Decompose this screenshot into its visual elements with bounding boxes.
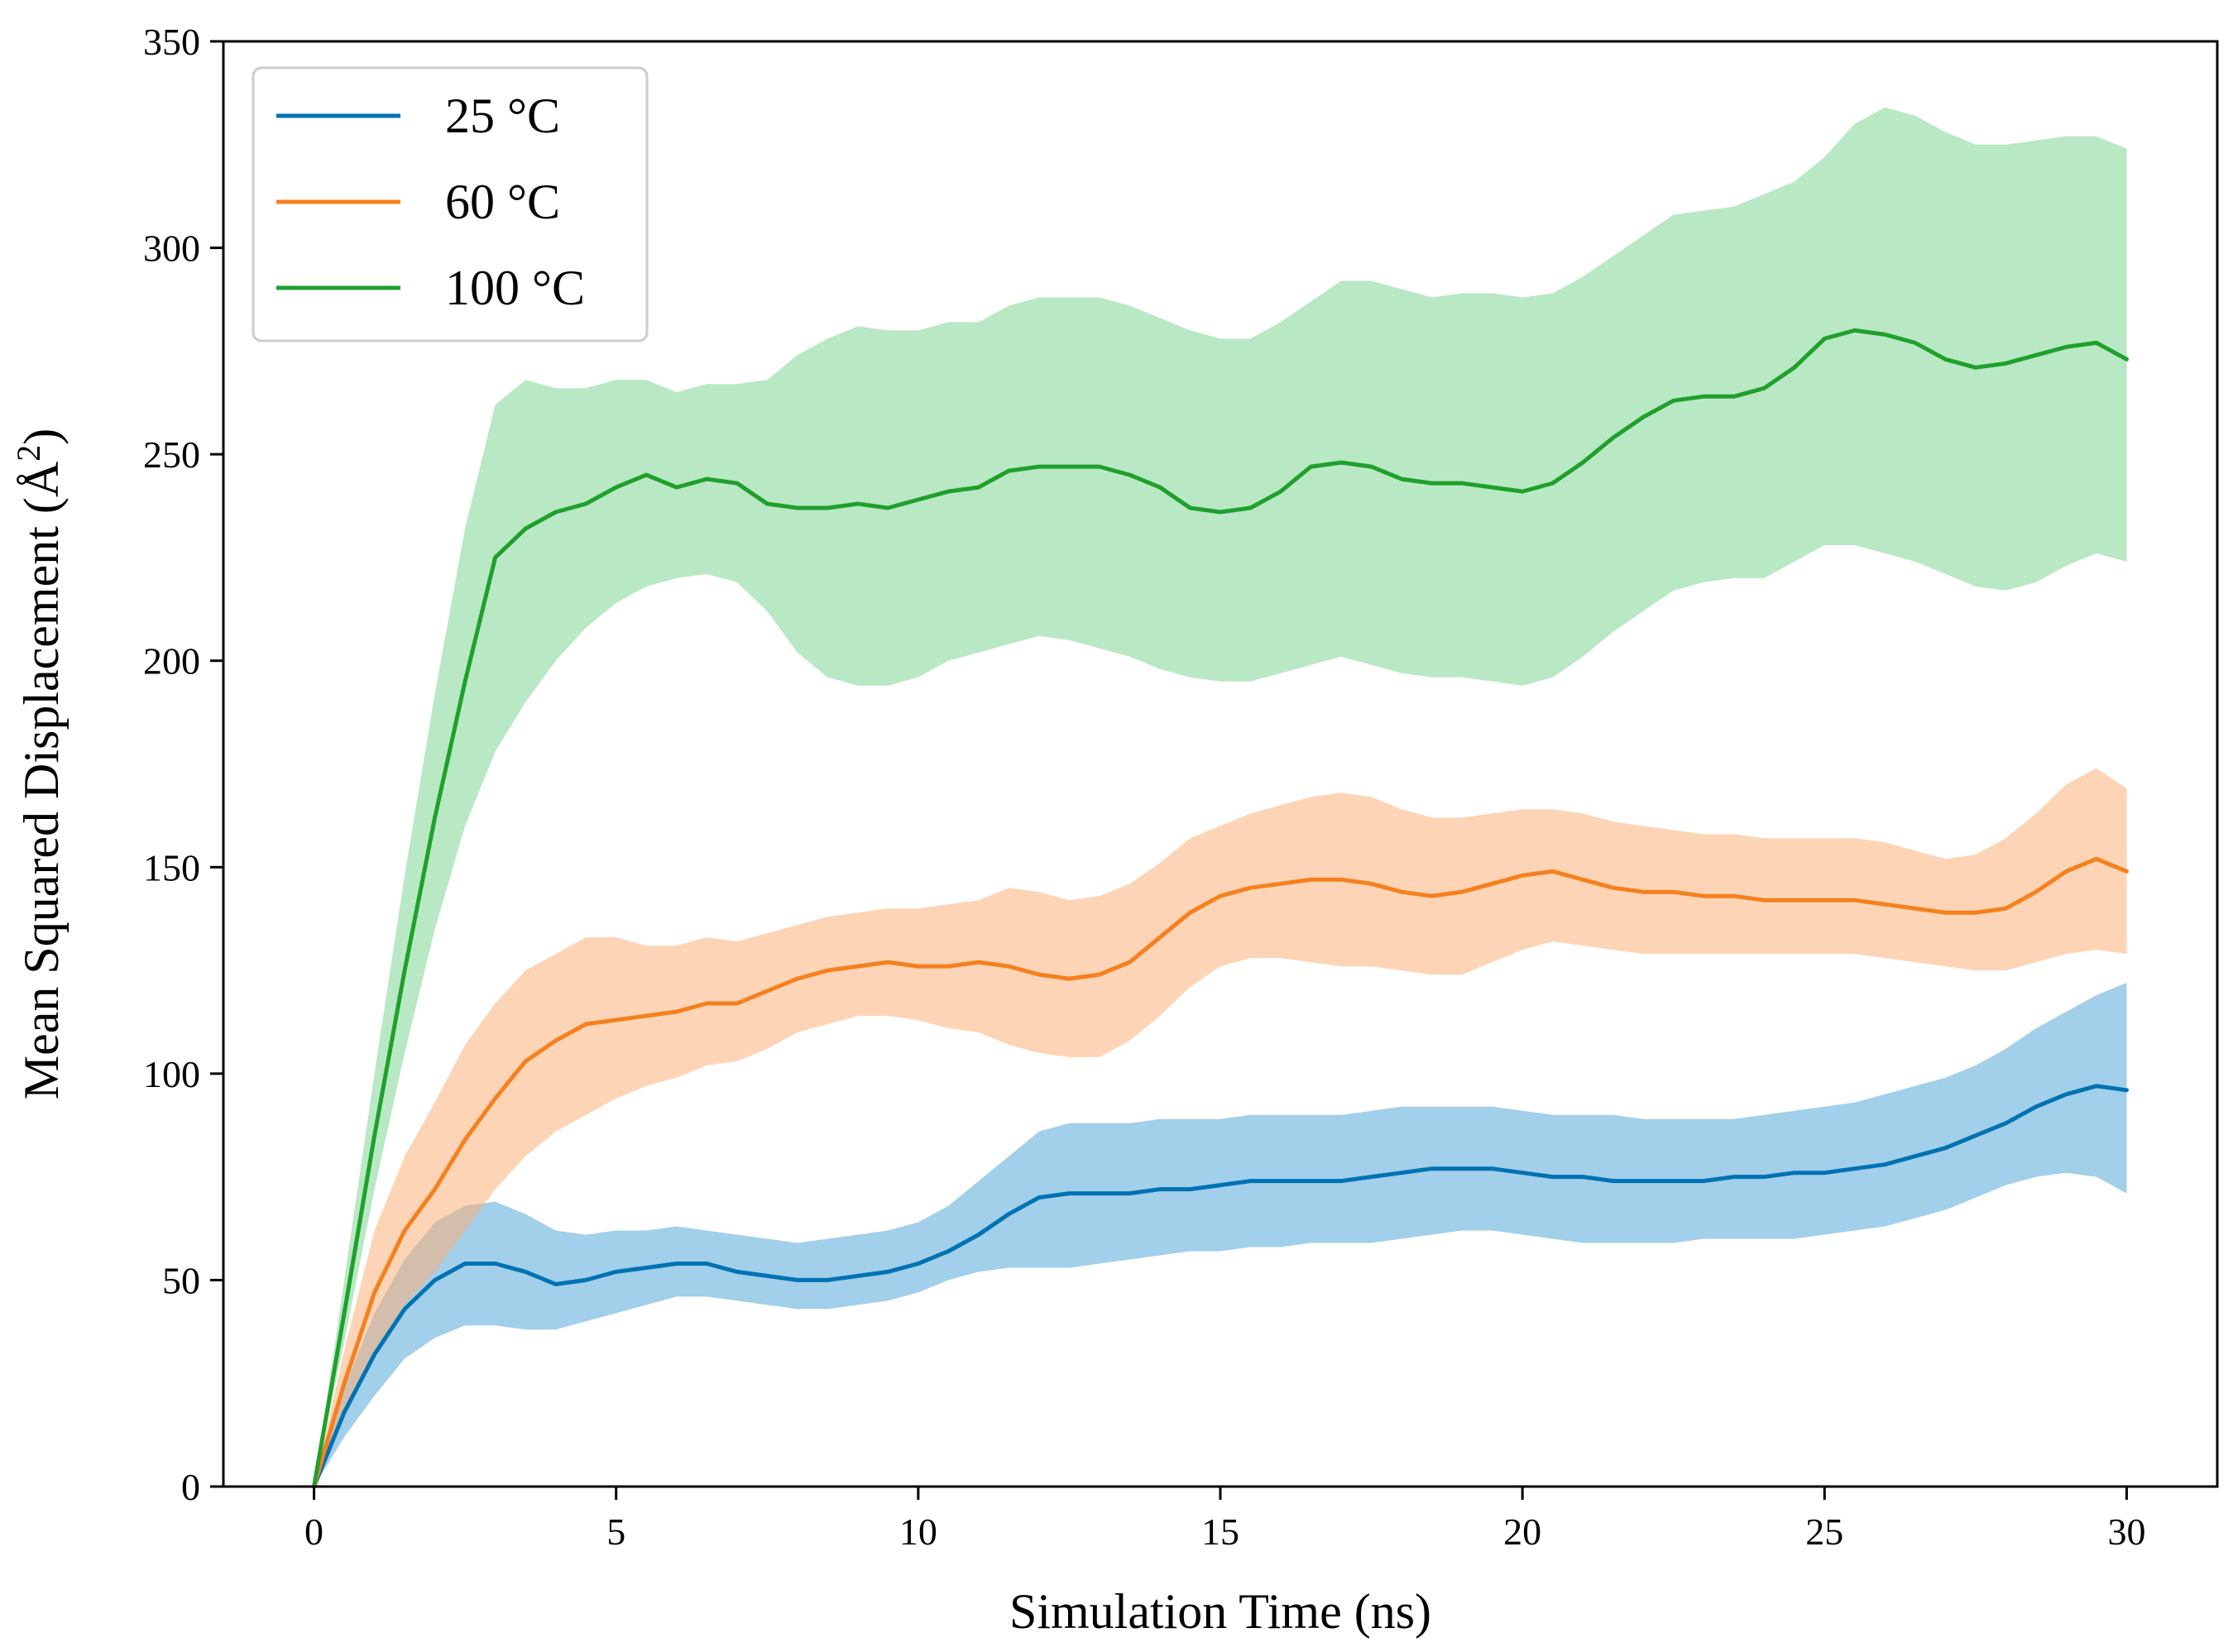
y-tick-label-7: 350: [143, 21, 200, 63]
y-axis-title-sup: 2: [10, 445, 47, 462]
x-tick-label-0: 0: [304, 1511, 323, 1553]
x-tick-label-1: 5: [606, 1511, 625, 1553]
series-line-2: [312, 328, 2129, 1489]
legend: 25 °C 60 °C 100 °C: [252, 66, 649, 342]
legend-label-1: 60 °C: [445, 175, 560, 229]
band-0: [314, 983, 2127, 1487]
y-tick-label-2: 100: [143, 1053, 200, 1095]
x-tick-label-2: 10: [899, 1511, 937, 1553]
y-tick-label-1: 50: [162, 1259, 200, 1301]
y-tick-label-5: 250: [143, 433, 200, 476]
x-tick-label-6: 30: [2107, 1511, 2145, 1553]
band-2: [314, 107, 2127, 1487]
y-axis-title-unit: Å: [14, 462, 69, 497]
series-line-0: [312, 1084, 2129, 1489]
series-lines: [312, 328, 2129, 1489]
y-axis-title-close: ): [14, 429, 69, 445]
band-1: [314, 768, 2127, 1487]
y-tick-label-4: 200: [143, 640, 200, 682]
legend-label-0: 25 °C: [445, 89, 560, 143]
y-tick-label-6: 300: [143, 227, 200, 270]
x-axis-title: Simulation Time (ns): [1009, 1584, 1431, 1639]
confidence-bands: [314, 107, 2127, 1487]
legend-label-2: 100 °C: [445, 261, 585, 315]
y-tick-label-3: 150: [143, 846, 200, 888]
x-tick-label-4: 20: [1503, 1511, 1541, 1553]
legend-box: [252, 66, 649, 342]
y-tick-label-0: 0: [181, 1466, 200, 1508]
series-line-1: [312, 856, 2129, 1489]
x-tick-label-3: 15: [1201, 1511, 1239, 1553]
y-axis-title: Mean Squared Displacement (Å2): [10, 429, 69, 1099]
x-tick-label-5: 25: [1805, 1511, 1843, 1553]
y-axis-title-main: Mean Squared Displacement (: [14, 497, 69, 1099]
